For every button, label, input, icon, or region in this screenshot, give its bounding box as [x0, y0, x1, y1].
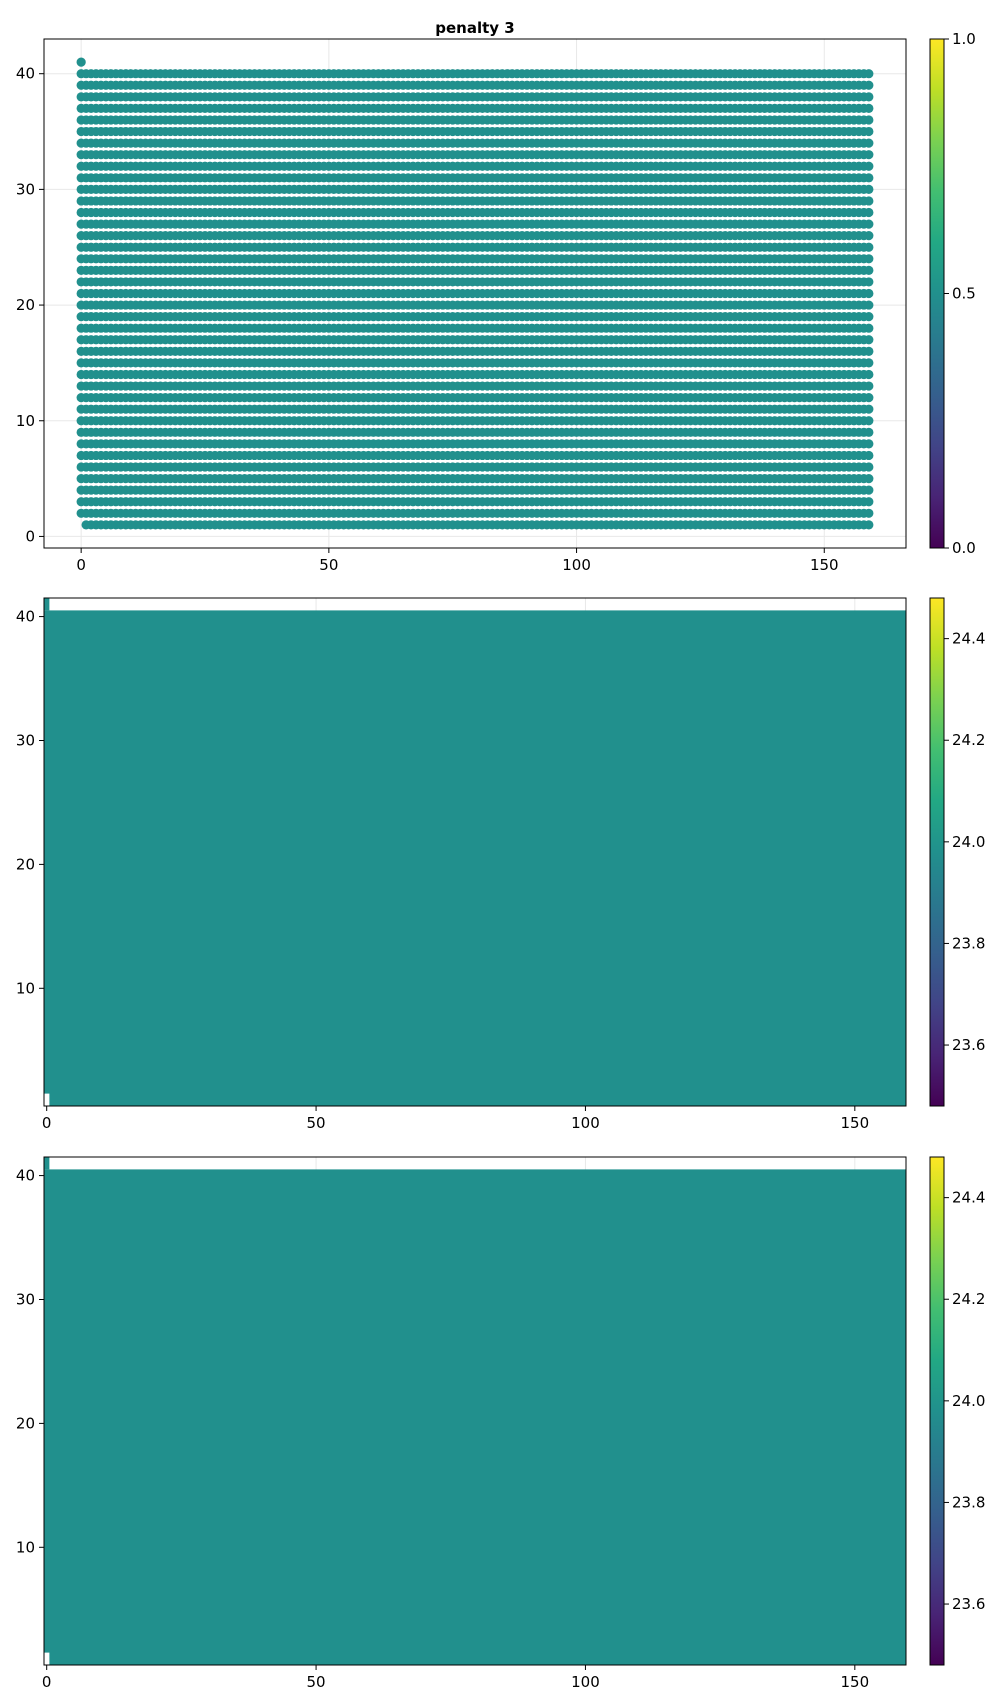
scatter-point	[864, 173, 874, 183]
scatter-point	[864, 358, 874, 368]
scatter-point	[864, 381, 874, 391]
scatter-point	[864, 473, 874, 484]
scatter-point	[864, 184, 874, 194]
scatter-point	[864, 427, 874, 437]
scatter-point	[864, 404, 874, 414]
scatter-point	[864, 520, 874, 530]
scatter-point	[864, 219, 874, 229]
scatter-point	[864, 393, 874, 403]
scatter-point	[864, 231, 874, 241]
scatter-point	[864, 265, 874, 275]
scatter-point	[864, 277, 874, 287]
panel-1-points	[76, 57, 874, 530]
scatter-point	[864, 323, 874, 333]
scatter-point	[864, 346, 874, 356]
scatter-point	[864, 462, 874, 472]
scatter-point	[864, 288, 874, 299]
scatter-point	[864, 369, 874, 380]
scatter-point	[864, 508, 874, 518]
scatter-point	[864, 497, 874, 507]
scatter-point	[864, 242, 874, 252]
scatter-point	[864, 485, 874, 495]
scatter-point	[864, 335, 874, 345]
scatter-point	[864, 450, 874, 461]
scatter-point	[864, 416, 874, 426]
scatter-point	[864, 196, 874, 206]
scatter-point	[864, 300, 874, 310]
scatter-point	[864, 254, 874, 264]
scatter-point	[864, 439, 874, 449]
scatter-point	[864, 312, 874, 322]
scatter-point	[864, 207, 874, 218]
